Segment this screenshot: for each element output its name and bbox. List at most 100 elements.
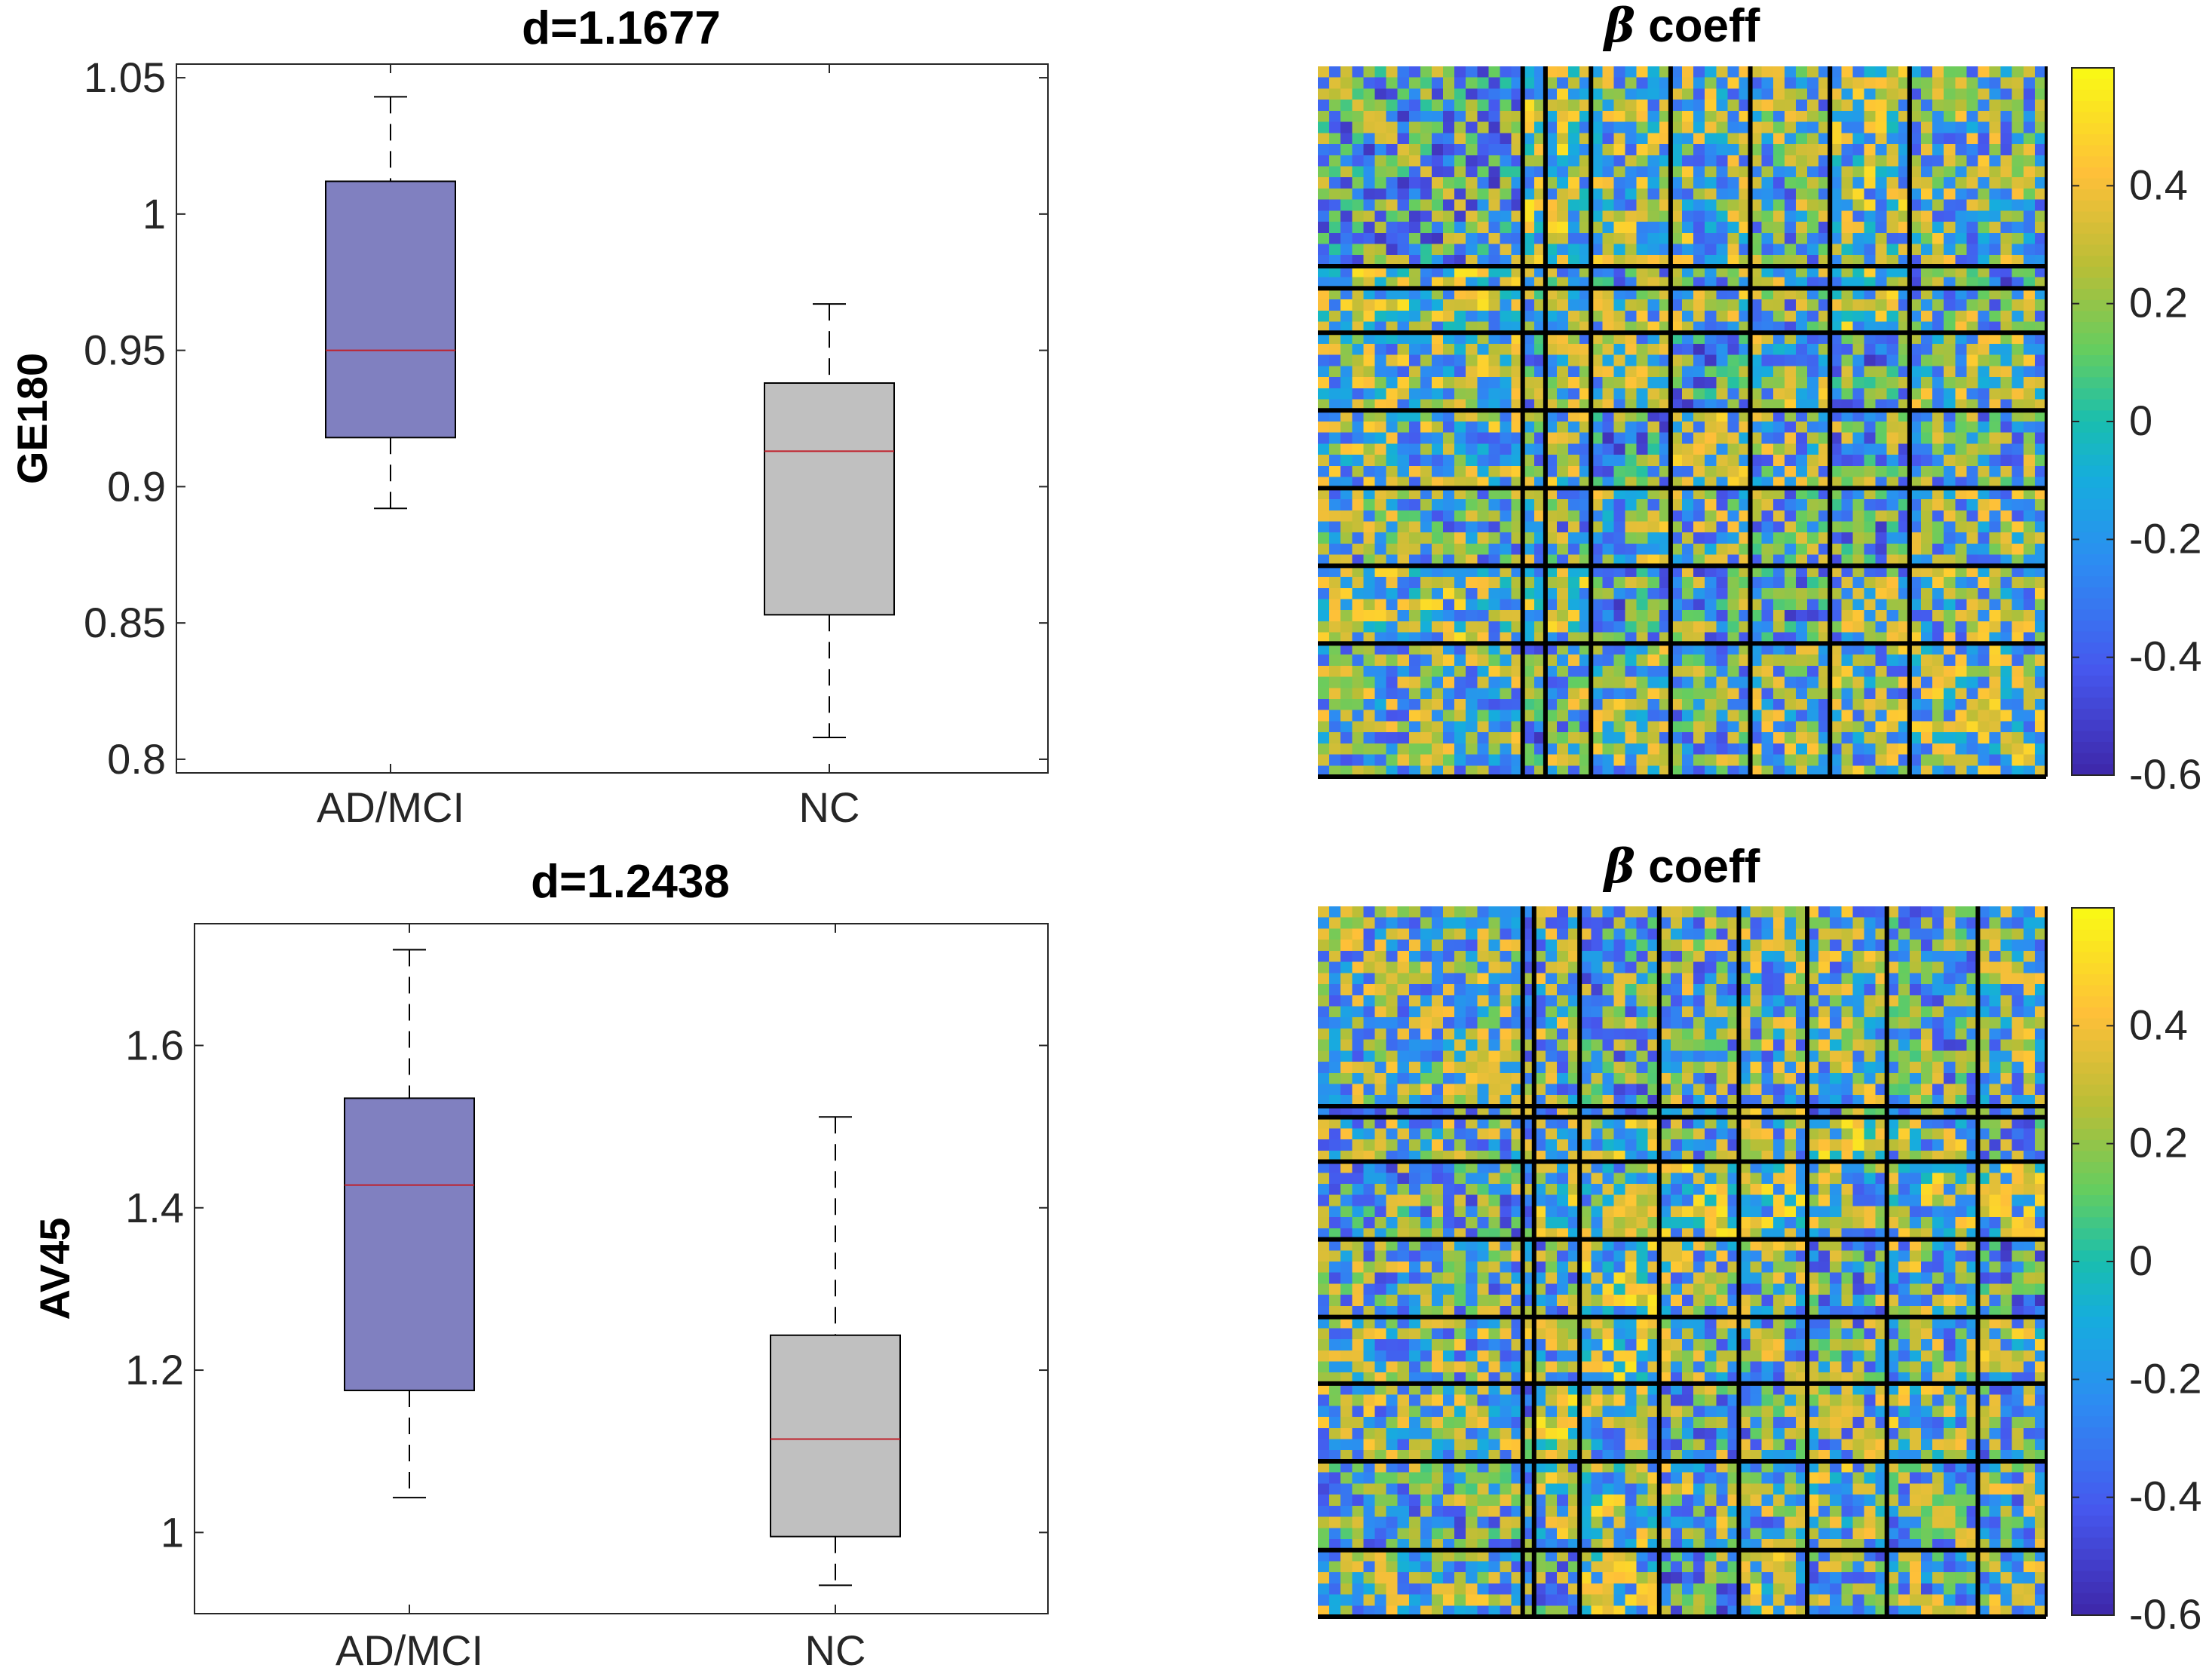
heatmap-cell bbox=[1659, 310, 1671, 323]
heatmap-cell bbox=[1716, 732, 1728, 744]
heatmap-cell bbox=[1864, 310, 1877, 323]
heatmap-cell bbox=[1374, 110, 1387, 123]
heatmap-cell bbox=[1431, 721, 1444, 733]
heatmap-cell bbox=[1363, 354, 1376, 367]
colorbar-segment bbox=[2072, 78, 2114, 90]
colorbar-segment bbox=[2072, 565, 2114, 577]
heatmap-cell bbox=[1511, 199, 1524, 211]
heatmap-cell bbox=[1340, 188, 1353, 201]
heatmap-cell bbox=[1944, 166, 1956, 178]
heatmap-cell bbox=[1602, 455, 1615, 467]
heatmap-cell bbox=[1716, 443, 1728, 455]
heatmap-cell bbox=[1932, 299, 1944, 311]
heatmap-cell bbox=[1340, 655, 1353, 667]
heatmap-cell bbox=[1750, 277, 1763, 289]
heatmap-cell bbox=[2000, 144, 2013, 156]
heatmap-cell bbox=[1727, 665, 1740, 678]
heatmap-cell bbox=[1727, 698, 1740, 711]
heatmap-cell bbox=[1875, 532, 1888, 544]
heatmap-cell bbox=[1420, 1017, 1432, 1029]
heatmap-cell bbox=[1591, 133, 1603, 145]
heatmap-cell bbox=[1591, 366, 1603, 378]
heatmap-cell bbox=[1750, 210, 1763, 222]
heatmap-cell bbox=[1397, 443, 1410, 455]
heatmap-cell bbox=[1852, 354, 1865, 367]
heatmap-cell bbox=[1545, 343, 1558, 356]
heatmap-cell bbox=[1602, 610, 1615, 622]
heatmap-cell bbox=[2000, 88, 2013, 100]
y-tick-label: 1.4 bbox=[125, 1184, 184, 1231]
heatmap-cell bbox=[1761, 377, 1774, 389]
colorbar-segment bbox=[2072, 642, 2114, 655]
heatmap-cell bbox=[1568, 599, 1580, 611]
heatmap-cell bbox=[2011, 343, 2024, 356]
heatmap-cell bbox=[1500, 422, 1512, 434]
heatmap-cell bbox=[1488, 906, 1501, 918]
heatmap-cell bbox=[1636, 388, 1649, 400]
colorbar-segment bbox=[2072, 256, 2114, 268]
heatmap-cell bbox=[1329, 399, 1341, 411]
heatmap-cell bbox=[1386, 610, 1399, 622]
heatmap-cell bbox=[1705, 743, 1717, 756]
heatmap-cell bbox=[1807, 721, 1819, 733]
heatmap-cell bbox=[1909, 88, 1922, 100]
heatmap-cell bbox=[1864, 188, 1877, 201]
heatmap-cell bbox=[2023, 299, 2036, 311]
heatmap-cell bbox=[1466, 343, 1478, 356]
heatmap-cell bbox=[1636, 343, 1649, 356]
heatmap-cell bbox=[1556, 721, 1569, 733]
heatmap-cell bbox=[1466, 950, 1478, 963]
heatmap-cell bbox=[1340, 940, 1353, 952]
heatmap-cell bbox=[1795, 732, 1808, 744]
heatmap-cell bbox=[1602, 721, 1615, 733]
heatmap-cell bbox=[1716, 587, 1728, 600]
heatmap-cell bbox=[1647, 732, 1660, 744]
heatmap-cell bbox=[1431, 443, 1444, 455]
heatmap-cell bbox=[1352, 166, 1364, 178]
heatmap-cell bbox=[1944, 676, 1956, 688]
heatmap-cell bbox=[2023, 121, 2036, 133]
heatmap-cell bbox=[1522, 199, 1535, 211]
heatmap-cell bbox=[1466, 455, 1478, 467]
heatmap-cell bbox=[1647, 222, 1660, 234]
heatmap-cell bbox=[1784, 940, 1797, 952]
heatmap-cell bbox=[1909, 906, 1922, 918]
heatmap-cell bbox=[1727, 177, 1740, 189]
heatmap-cell bbox=[1636, 133, 1649, 145]
heatmap-cell bbox=[1386, 199, 1399, 211]
heatmap-cell bbox=[1978, 66, 1990, 78]
heatmap-cell bbox=[1454, 455, 1466, 467]
heatmap-cell bbox=[1329, 1017, 1341, 1029]
heatmap-cell bbox=[1454, 973, 1466, 985]
heatmap-cell bbox=[1716, 66, 1728, 78]
heatmap-cell bbox=[1363, 1006, 1376, 1018]
heatmap-cell bbox=[1944, 950, 1956, 963]
heatmap-cell bbox=[1909, 1006, 1922, 1018]
heatmap-cell bbox=[1693, 432, 1705, 445]
heatmap-cell bbox=[1932, 100, 1944, 112]
heatmap-cell bbox=[1807, 265, 1819, 278]
heatmap-cell bbox=[2023, 599, 2036, 611]
heatmap-cell bbox=[1488, 961, 1501, 973]
colorbar-segment bbox=[2072, 388, 2114, 400]
heatmap-cell bbox=[1352, 399, 1364, 411]
heatmap-cell bbox=[1625, 354, 1638, 367]
heatmap-cell bbox=[1898, 110, 1910, 123]
heatmap-cell bbox=[1500, 940, 1512, 952]
heatmap-cell bbox=[1636, 321, 1649, 333]
heatmap-cell bbox=[1750, 133, 1763, 145]
heatmap-cell bbox=[1659, 133, 1671, 145]
heatmap-cell bbox=[1772, 610, 1785, 622]
heatmap-cell bbox=[1886, 199, 1899, 211]
heatmap-cell bbox=[1568, 277, 1580, 289]
heatmap-cell bbox=[1682, 577, 1694, 589]
heatmap-cell bbox=[1989, 432, 2002, 445]
heatmap-cell bbox=[1397, 676, 1410, 688]
heatmap-cell bbox=[1363, 310, 1376, 323]
heatmap-cell bbox=[1454, 1017, 1466, 1029]
heatmap-cell bbox=[1340, 432, 1353, 445]
heatmap-cell bbox=[1898, 288, 1910, 300]
heatmap-cell bbox=[1864, 265, 1877, 278]
heatmap-cell bbox=[1443, 743, 1455, 756]
heatmap-cell bbox=[1340, 310, 1353, 323]
